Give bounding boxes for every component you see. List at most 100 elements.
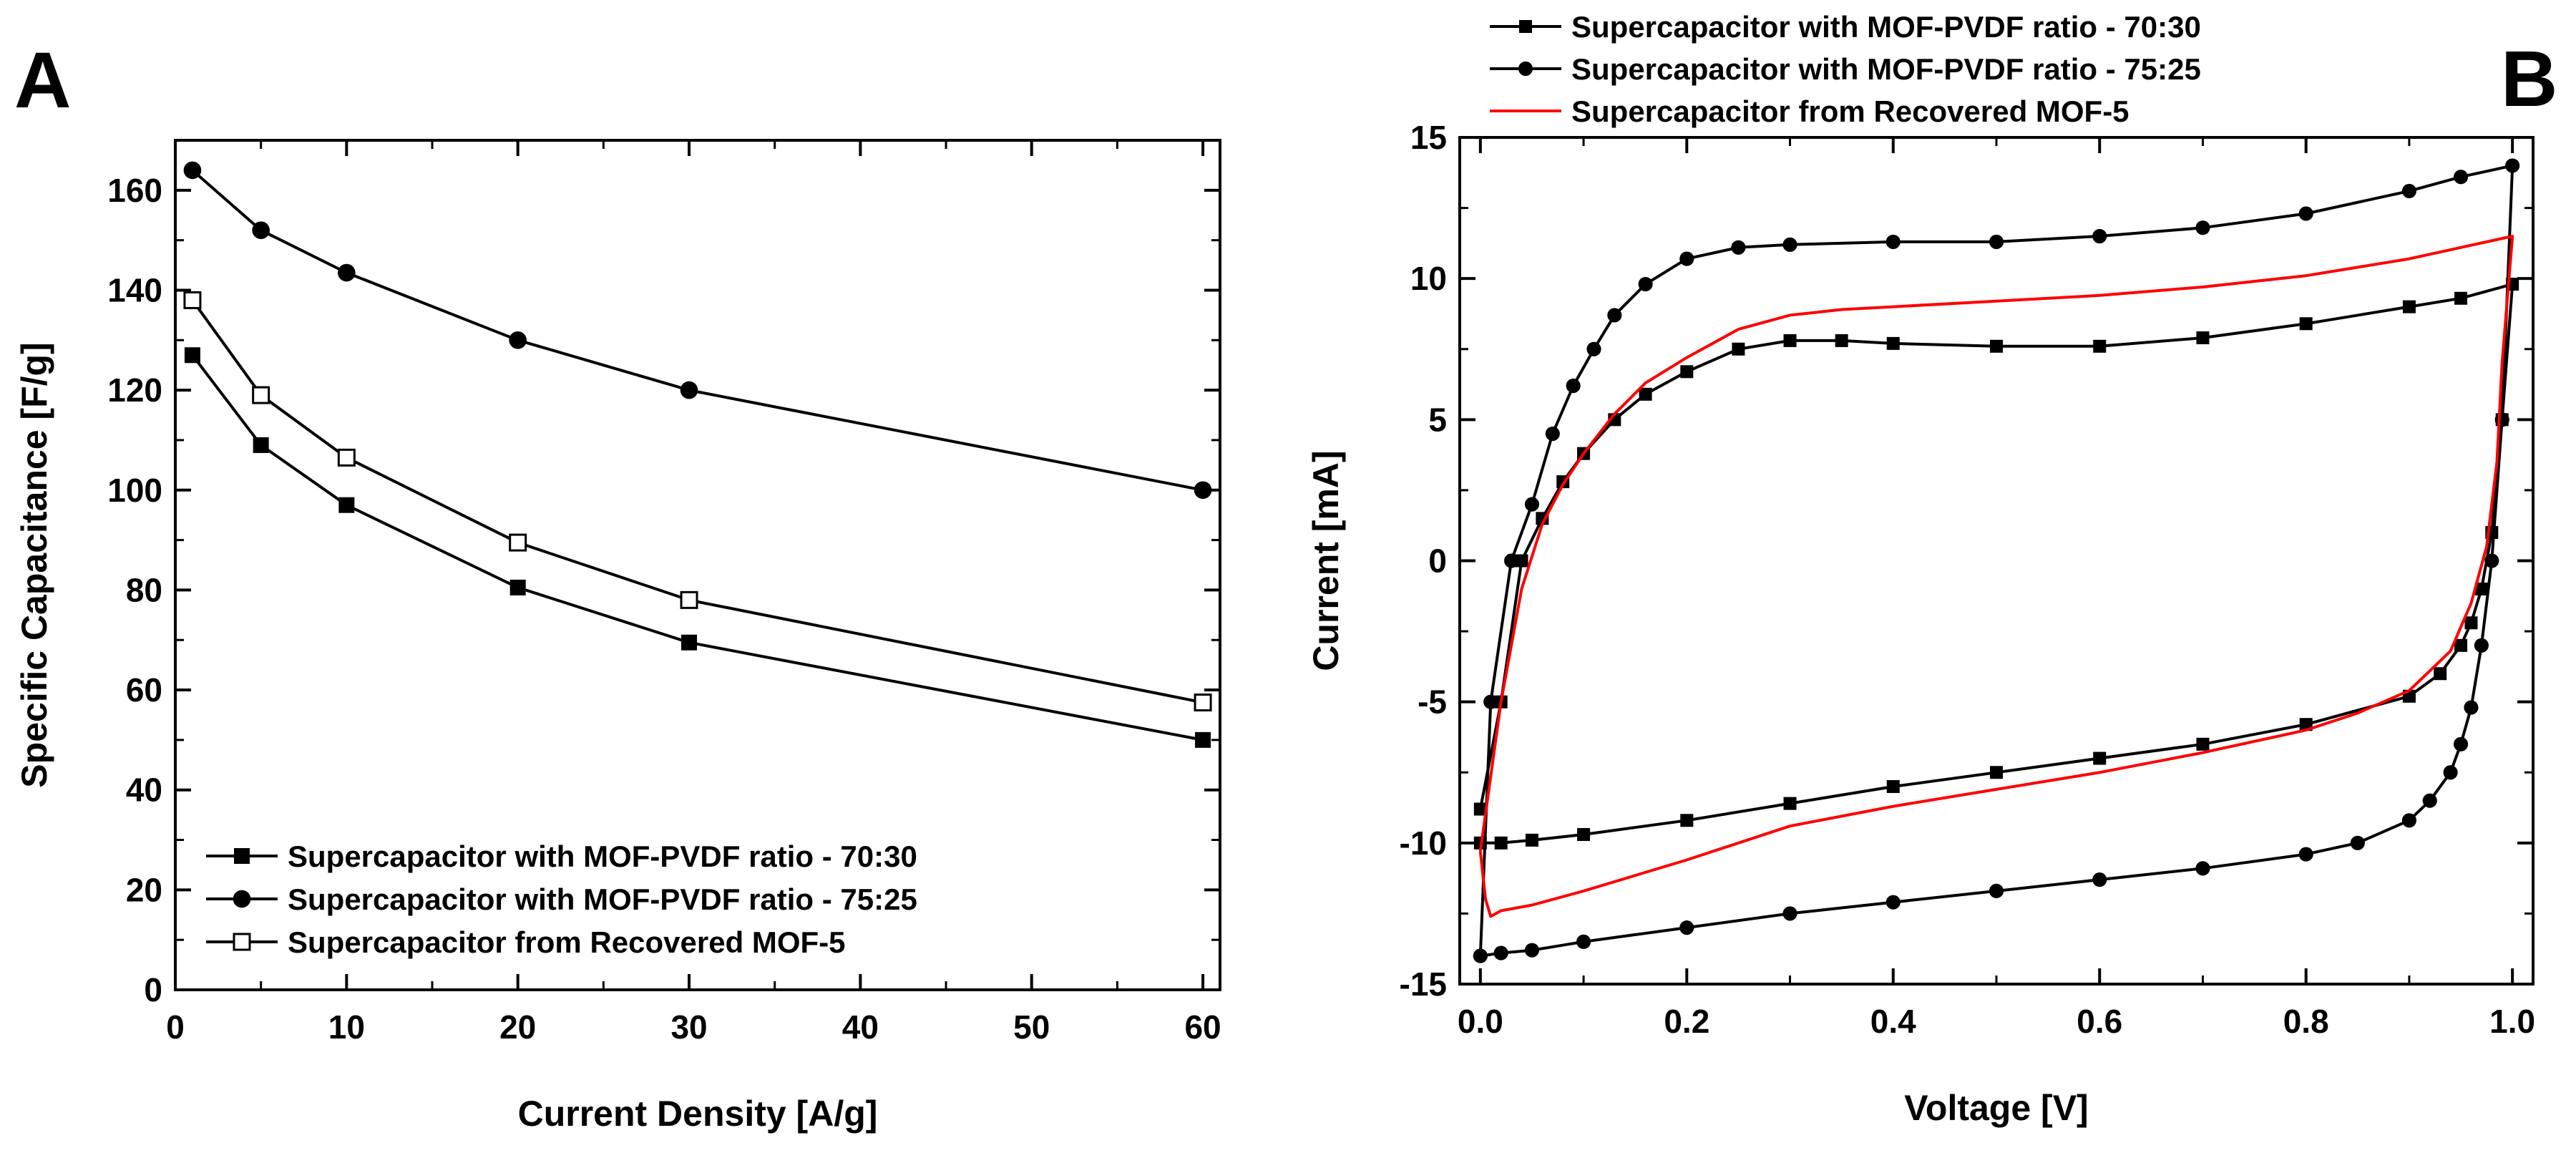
y-tick-label: 140 xyxy=(107,271,162,308)
legend-entry-1: Supercapacitor with MOF-PVDF ratio - 70:… xyxy=(206,840,917,873)
data-point xyxy=(1886,336,1900,350)
series-1 xyxy=(184,347,1211,748)
x-tick-label: 0 xyxy=(166,1008,185,1046)
x-tick-label: 10 xyxy=(328,1008,365,1046)
data-point xyxy=(338,263,356,282)
y-tick-label: 60 xyxy=(126,671,162,709)
x-axis-label: Current Density [A/g] xyxy=(518,1094,878,1134)
data-point xyxy=(2401,183,2417,199)
data-point xyxy=(509,533,527,552)
y-tick-label: 15 xyxy=(1410,119,1447,156)
data-point xyxy=(1989,883,2004,898)
y-tick-label: 120 xyxy=(107,371,162,409)
data-point xyxy=(1576,934,1591,949)
data-point xyxy=(2474,638,2489,653)
data-point xyxy=(509,331,527,349)
data-point xyxy=(1680,814,1694,827)
data-point xyxy=(2453,170,2469,185)
data-point xyxy=(1607,308,1622,323)
legend-label: Supercapacitor from Recovered MOF-5 xyxy=(1571,94,2129,128)
x-tick-label: 0.4 xyxy=(1870,1003,1916,1040)
data-point xyxy=(1731,240,1746,255)
data-point xyxy=(1473,948,1488,963)
data-point xyxy=(253,437,269,453)
x-tick-label: 50 xyxy=(1013,1008,1050,1046)
series-line xyxy=(191,299,1204,704)
series-line xyxy=(1478,235,2514,918)
data-point xyxy=(252,386,270,404)
y-tick-label: 80 xyxy=(126,571,162,608)
data-point xyxy=(1835,334,1848,347)
data-point xyxy=(2505,158,2520,173)
data-point xyxy=(1577,828,1591,842)
data-point xyxy=(1990,766,2003,779)
data-point xyxy=(680,381,698,399)
y-tick-label: -5 xyxy=(1418,683,1447,721)
data-point xyxy=(184,347,200,364)
data-point xyxy=(2195,220,2210,235)
data-point xyxy=(252,221,270,240)
data-point xyxy=(1566,378,1581,394)
legend-label: Supercapacitor with MOF-PVDF ratio - 70:… xyxy=(288,840,917,873)
data-point xyxy=(2464,700,2479,715)
x-tick-label: 0.8 xyxy=(2283,1003,2329,1040)
data-point xyxy=(2092,872,2107,887)
legend-entry-1: Supercapacitor with MOF-PVDF ratio - 70:… xyxy=(1490,10,2201,44)
x-tick-label: 0.0 xyxy=(1458,1003,1503,1040)
data-point xyxy=(183,291,202,309)
x-axis-label: Voltage [V] xyxy=(1904,1088,2088,1128)
data-point xyxy=(1545,426,1560,442)
data-point xyxy=(1885,895,1901,910)
series-3 xyxy=(1478,235,2514,918)
x-tick-label: 40 xyxy=(842,1008,879,1046)
data-point xyxy=(1783,797,1797,810)
panel-label-a: A xyxy=(14,37,71,125)
data-point xyxy=(1990,339,2003,353)
data-point xyxy=(2494,412,2509,427)
legend-marker xyxy=(1518,61,1533,77)
data-point xyxy=(2298,206,2313,221)
data-point xyxy=(337,448,356,467)
x-tick-label: 30 xyxy=(670,1008,707,1046)
x-tick-label: 60 xyxy=(1184,1008,1221,1046)
data-point xyxy=(1782,906,1797,921)
legend-marker xyxy=(234,848,250,864)
series-2 xyxy=(183,161,1212,500)
legend-label: Supercapacitor with MOF-PVDF ratio - 70:… xyxy=(1571,10,2201,44)
data-point xyxy=(2454,291,2468,305)
data-point xyxy=(2484,553,2499,568)
data-point xyxy=(680,590,698,609)
data-point xyxy=(1638,276,1653,292)
y-axis-label: Specific Capacitance [F/g] xyxy=(14,342,54,787)
chart-panel-a: 0 10 20 30 40 50 60 0 20 40 60 80 100 120 140 160 Curren… xyxy=(14,139,1221,1134)
data-point xyxy=(1473,802,1487,816)
panel-label-b: B xyxy=(2501,35,2557,123)
data-point xyxy=(1195,731,1211,748)
y-tick-label: 160 xyxy=(107,172,162,209)
data-point xyxy=(2443,765,2458,780)
data-point xyxy=(2453,736,2469,751)
series-line xyxy=(1478,283,2514,845)
legend-entry-3: Supercapacitor from Recovered MOF-5 xyxy=(206,925,846,959)
data-point xyxy=(1679,251,1694,266)
data-point xyxy=(2350,835,2365,850)
data-point xyxy=(509,579,526,595)
data-point xyxy=(1493,945,1508,960)
legend-marker xyxy=(233,890,251,908)
legend-label: Supercapacitor with MOF-PVDF ratio - 75:… xyxy=(1571,52,2201,86)
x-tick-label: 0.6 xyxy=(2077,1003,2122,1040)
legend-marker xyxy=(1519,20,1532,33)
data-point xyxy=(2402,300,2416,313)
legend-marker xyxy=(233,933,251,951)
data-point xyxy=(1194,694,1212,712)
data-point xyxy=(1679,920,1694,935)
data-point xyxy=(2454,638,2468,652)
y-tick-label: 5 xyxy=(1428,401,1447,438)
data-point xyxy=(2298,847,2313,862)
data-point xyxy=(2434,667,2447,681)
x-tick-label: 0.2 xyxy=(1664,1003,1709,1040)
chart-panel-b: 0.0 0.2 0.4 0.6 0.8 1.0 -15 -10 -5 0 5 10 15 Voltage … xyxy=(1306,10,2535,1128)
data-point xyxy=(681,634,698,651)
data-point xyxy=(2093,751,2107,765)
